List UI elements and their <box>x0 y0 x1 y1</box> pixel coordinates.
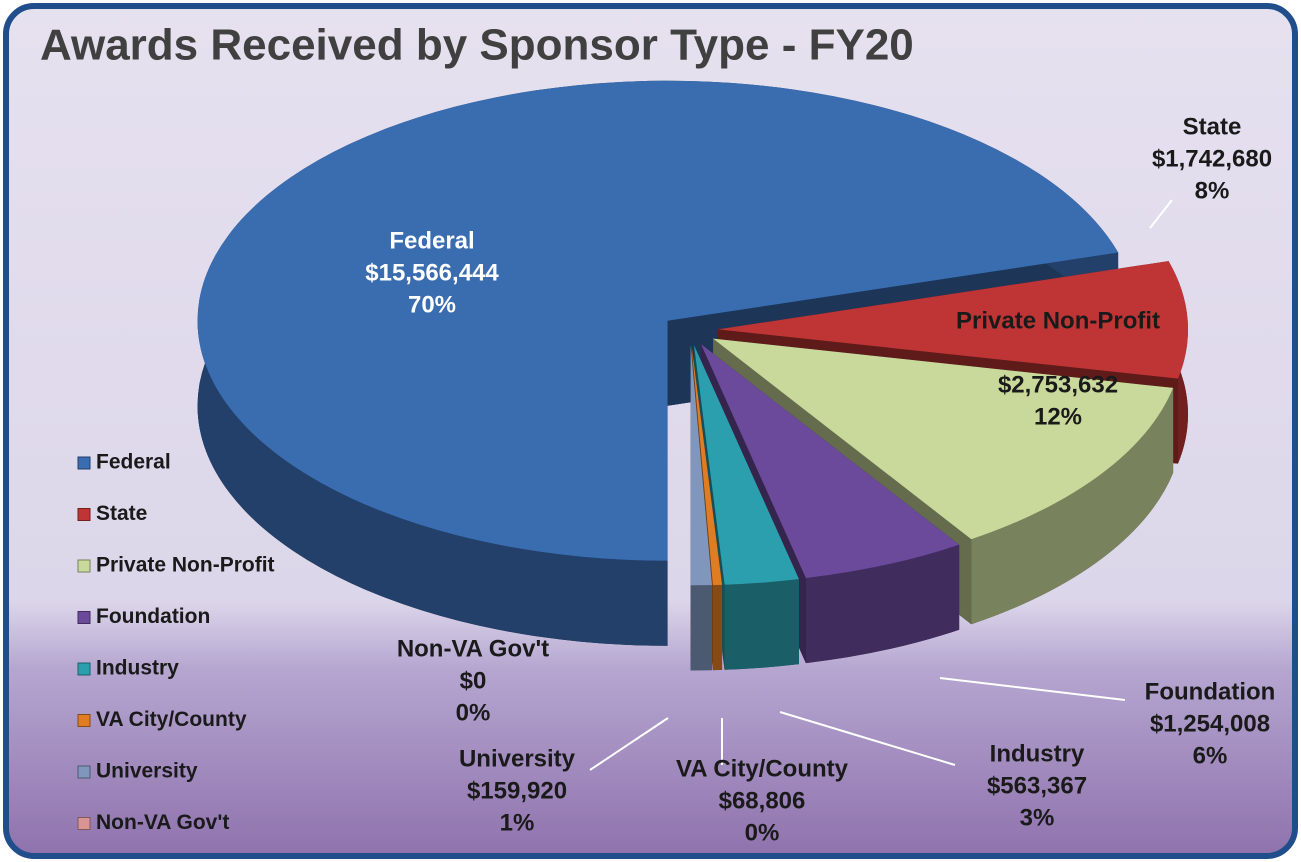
legend-label: University <box>96 760 198 783</box>
slice-side <box>724 579 799 670</box>
legend-swatch <box>77 559 91 573</box>
leader-line <box>1149 199 1173 229</box>
data-label-percent: 3% <box>1020 804 1055 831</box>
legend-label: State <box>96 502 147 525</box>
data-label-name: VA City/County <box>676 755 849 782</box>
legend-swatch <box>77 817 91 830</box>
slice-side <box>971 387 1174 625</box>
slice-side <box>690 585 712 671</box>
slice <box>691 345 723 586</box>
data-label-name: Industry <box>990 740 1085 767</box>
legend-swatch <box>77 662 91 676</box>
data-label-value: $1,742,680 <box>1152 145 1272 172</box>
slice <box>690 345 712 586</box>
slice-side <box>712 584 723 671</box>
data-label-value: $1,254,008 <box>1150 710 1270 737</box>
slice <box>713 338 1174 540</box>
chart-title: Awards Received by Sponsor Type - FY20 <box>40 21 914 70</box>
leader-line <box>779 711 956 766</box>
slice <box>700 344 960 579</box>
leader-line <box>939 677 1126 701</box>
data-label-value: $159,920 <box>467 777 567 804</box>
slice <box>197 80 1119 561</box>
data-label-value: $2,753,632 <box>998 371 1118 398</box>
legend-label: Federal <box>96 451 171 474</box>
data-label-percent: 8% <box>1195 177 1230 204</box>
legend-label: Foundation <box>96 605 210 628</box>
data-label-value: $15,566,444 <box>365 259 499 286</box>
slice <box>694 345 799 585</box>
labels: Federal $15,566,444 70% State $1,742,680 8% Pr… <box>365 113 1275 846</box>
slice-side <box>805 544 960 664</box>
legend-swatch <box>77 456 91 470</box>
data-label-percent: 1% <box>500 809 535 836</box>
data-label-name: Private Non-Profit <box>956 307 1160 334</box>
data-label-name: Foundation <box>1145 678 1276 705</box>
legend-swatch <box>77 508 91 521</box>
legend-swatch <box>77 611 91 624</box>
data-label-percent: 0% <box>745 819 780 846</box>
data-label-percent: 12% <box>1034 403 1082 430</box>
legend: Federal State Private Non-Profit Foundation… <box>77 451 275 834</box>
pie <box>197 80 1188 671</box>
legend-label: Industry <box>96 657 179 680</box>
legend-label: Non-VA Gov't <box>96 811 229 834</box>
data-label-name: Federal <box>389 227 474 254</box>
slice <box>717 261 1188 379</box>
legend-label: VA City/County <box>96 708 247 731</box>
legend-swatch <box>77 765 91 779</box>
data-label-name: State <box>1183 113 1242 140</box>
data-label-value: $68,806 <box>719 787 806 814</box>
data-label-name: Non-VA Gov't <box>397 635 549 662</box>
data-label-value: $0 <box>460 667 487 694</box>
legend-swatch <box>77 714 91 727</box>
legend-label: Private Non-Profit <box>96 554 275 577</box>
data-label-value: $563,367 <box>987 772 1087 799</box>
data-label-percent: 6% <box>1193 742 1228 769</box>
data-label-name: University <box>459 745 576 772</box>
data-label-percent: 70% <box>408 291 456 318</box>
leader-line <box>589 717 669 771</box>
data-label-percent: 0% <box>456 699 491 726</box>
